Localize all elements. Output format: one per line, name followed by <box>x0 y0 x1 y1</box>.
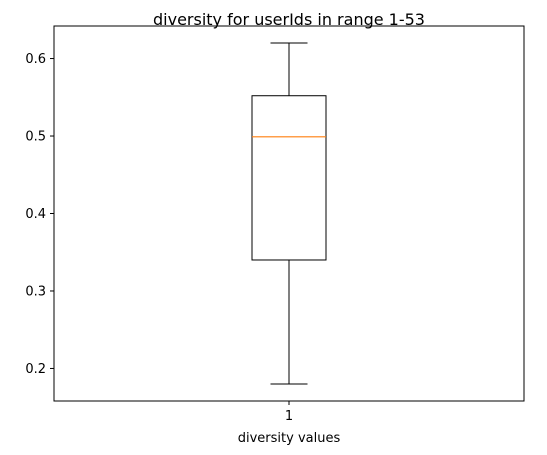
y-tick-label: 0.3 <box>25 284 46 299</box>
y-tick-label: 0.2 <box>25 362 46 377</box>
x-tick-label: 1 <box>285 409 293 424</box>
x-axis-label: diversity values <box>238 431 341 446</box>
chart-title: diversity for userIds in range 1-53 <box>153 10 425 29</box>
y-tick-label: 0.5 <box>25 130 46 145</box>
y-tick-label: 0.4 <box>25 207 46 222</box>
x-axis: 1 <box>285 401 293 424</box>
y-tick-label: 0.6 <box>25 52 46 67</box>
iqr-box <box>251 95 327 261</box>
y-axis: 0.2 0.3 0.4 0.5 0.6 <box>25 52 54 377</box>
box-series <box>251 42 327 385</box>
